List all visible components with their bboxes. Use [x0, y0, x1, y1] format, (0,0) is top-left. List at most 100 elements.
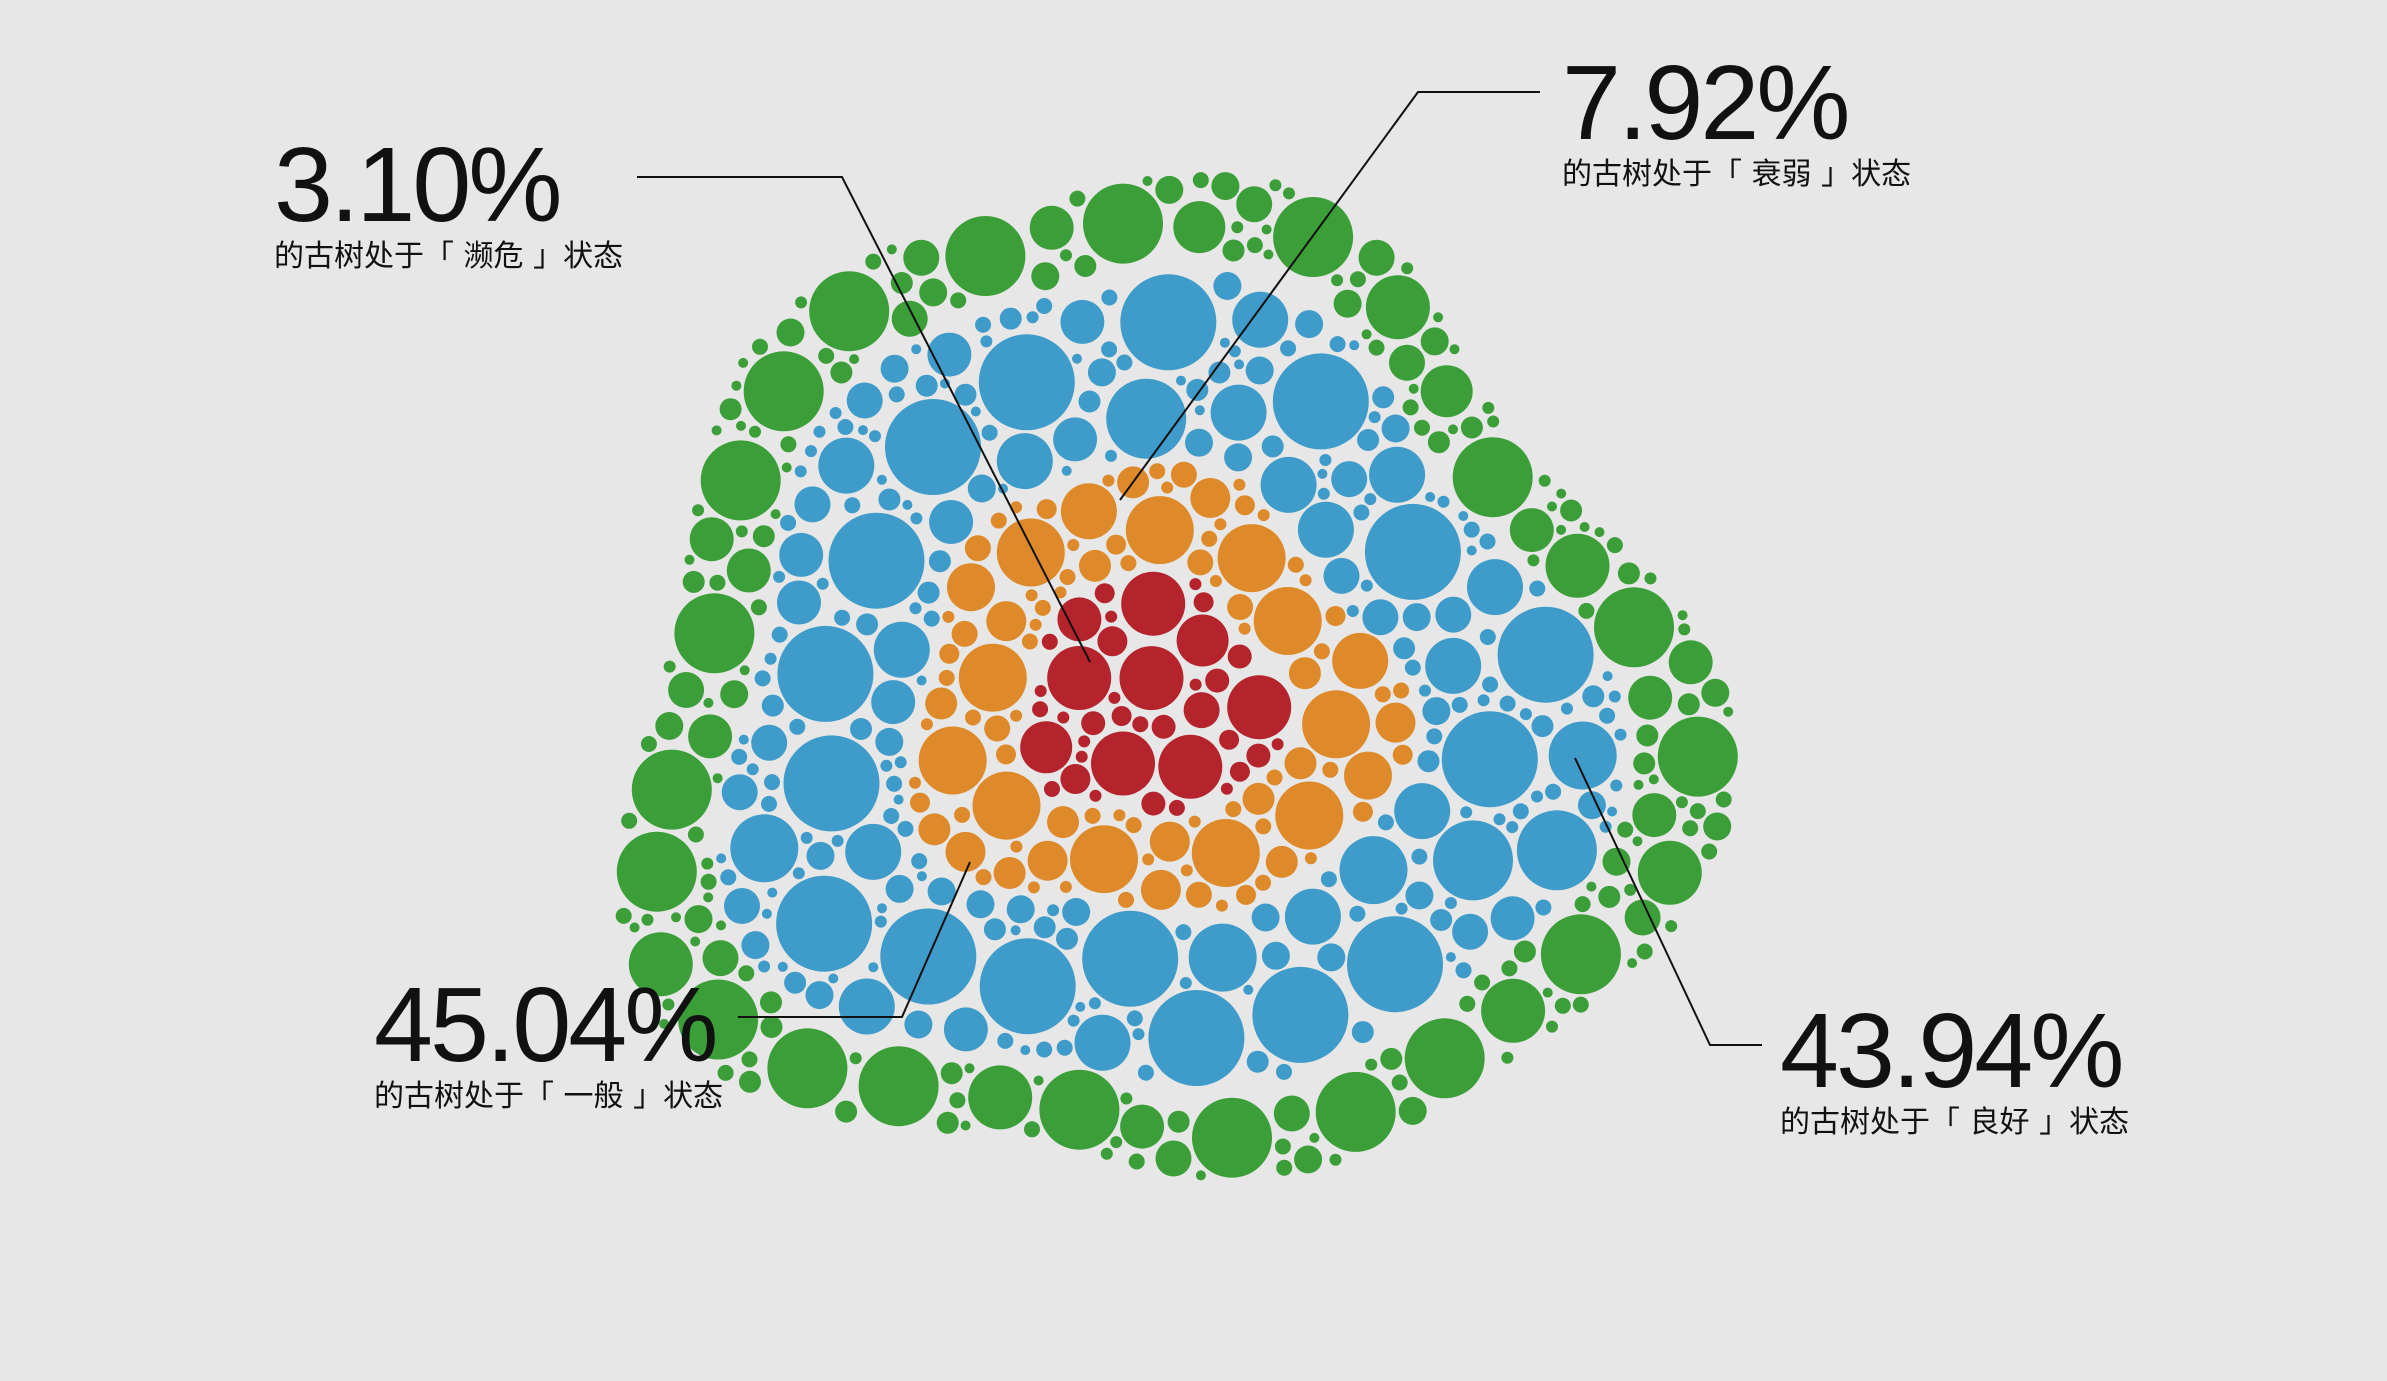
bubble-good [1606, 537, 1623, 554]
bubble-normal [1466, 545, 1477, 556]
bubble-normal [1349, 340, 1360, 351]
bubble-normal [758, 960, 771, 973]
bubble-normal [888, 386, 905, 403]
bubble-weak [1191, 819, 1260, 887]
bubble-normal [966, 890, 995, 919]
bubble-weak [1125, 817, 1142, 834]
bubble-good [1083, 183, 1163, 264]
bubble-good [631, 749, 712, 830]
bubble-weak [1253, 587, 1322, 655]
bubble-endangered [1132, 716, 1149, 733]
bubble-good [1331, 274, 1344, 287]
bubble-normal [1372, 386, 1395, 409]
bubble-normal [876, 474, 887, 485]
bubble-normal [1101, 289, 1118, 306]
bubble-normal [761, 795, 777, 812]
bubble-weak [1118, 891, 1134, 908]
bubble-normal [1188, 923, 1257, 992]
bubble-weak [972, 771, 1041, 840]
bubble-good [641, 913, 654, 926]
bubble-endangered [1205, 668, 1230, 693]
bubble-normal [883, 808, 900, 824]
bubble-good [1192, 1097, 1272, 1178]
bubble-good [1617, 562, 1640, 585]
bubble-normal [1078, 390, 1101, 413]
bubble-normal [1362, 599, 1399, 636]
bubble-weak [993, 857, 1026, 889]
bubble-weak [1025, 589, 1038, 602]
bubble-good [1155, 175, 1184, 204]
bubble-good [700, 873, 717, 890]
bubble-good [702, 940, 739, 977]
bubble-good [890, 272, 913, 294]
bubble-good [1648, 774, 1659, 785]
bubble-normal [1531, 790, 1543, 803]
bubble-good [1460, 416, 1483, 439]
bubble-normal [1252, 966, 1349, 1063]
bubble-normal [1056, 927, 1078, 950]
bubble-endangered [1091, 731, 1155, 796]
bubble-normal [1061, 465, 1072, 476]
bubble-normal [978, 334, 1075, 431]
bubble-normal [1445, 952, 1456, 963]
bubble-normal [1577, 791, 1606, 820]
bubble-normal [970, 406, 981, 417]
bubble-normal [794, 465, 807, 478]
bubble-endangered [1032, 701, 1049, 718]
bubble-weak [975, 869, 992, 886]
bubble-weak [984, 715, 1011, 742]
bubble-endangered [1121, 571, 1186, 636]
bubble-good [1309, 1132, 1320, 1143]
leader-line-good [1574, 757, 1762, 1046]
bubble-normal [1433, 820, 1513, 901]
bubble-weak [1322, 761, 1339, 778]
bubble-normal [856, 613, 879, 636]
bubble-weak [1054, 586, 1067, 599]
bubble-normal [850, 718, 872, 740]
bubble-good [1579, 522, 1590, 532]
bubble-normal [885, 874, 914, 903]
bubble-good [736, 420, 746, 431]
bubble-good [690, 936, 701, 947]
bubble-good [1560, 499, 1583, 522]
bubble-good [682, 570, 705, 593]
bubble-normal [1368, 411, 1381, 424]
bubble-good [1365, 1058, 1378, 1071]
bubble-endangered [1057, 597, 1102, 642]
bubble-weak [1225, 801, 1242, 818]
bubble-normal [1377, 814, 1394, 831]
bubble-normal [1458, 511, 1469, 521]
bubble-weak [1185, 881, 1212, 908]
bubble-normal [1393, 637, 1416, 660]
bubble-normal [1317, 943, 1346, 972]
bubble-normal [741, 931, 770, 960]
bubble-good [738, 357, 749, 368]
bubble-normal [1463, 521, 1480, 538]
bubble-good [1632, 793, 1677, 838]
bubble-endangered [1081, 711, 1106, 736]
bubble-weak [1149, 821, 1190, 862]
bubble-good [615, 907, 632, 924]
bubble-good [1617, 821, 1634, 838]
bubble-good [886, 244, 897, 255]
bubble-good [919, 278, 948, 307]
bubble-normal [1395, 902, 1408, 915]
bubble-normal [910, 512, 923, 525]
bubble-endangered [1078, 735, 1091, 748]
bubble-good [1633, 752, 1656, 775]
bubble-normal [915, 374, 938, 397]
bubble-normal [776, 875, 873, 972]
bubble-normal [1210, 384, 1267, 441]
bubble-weak [1265, 845, 1298, 878]
bubble-good [949, 1092, 966, 1109]
bubble-weak [1201, 530, 1218, 547]
bubble-normal [927, 332, 972, 377]
bubble-weak [1238, 622, 1251, 635]
bubble-normal [789, 718, 806, 735]
bubble-good [709, 574, 726, 591]
bubble-good [1261, 224, 1272, 235]
bubble-good [716, 920, 726, 931]
bubble-normal [1357, 429, 1380, 451]
bubble-good [750, 599, 767, 616]
bubble-weak [1242, 782, 1275, 815]
